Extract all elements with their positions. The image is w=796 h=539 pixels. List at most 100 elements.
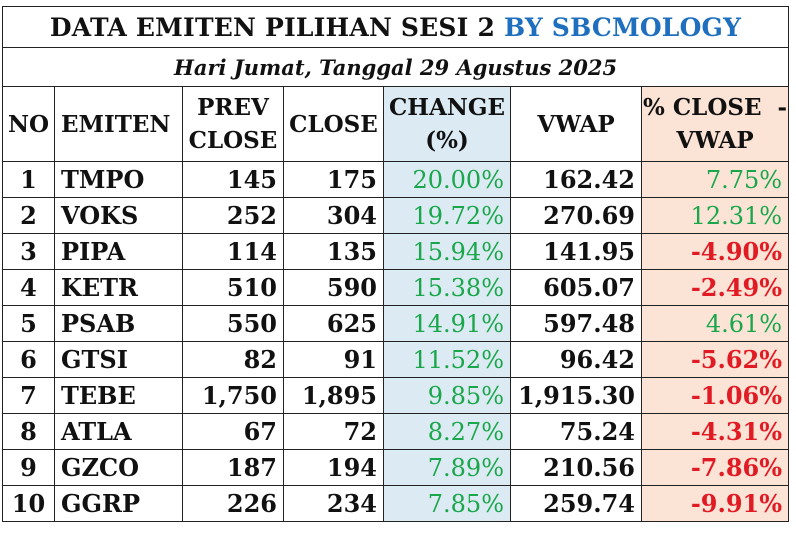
cell-vwap: 141.95	[510, 233, 642, 270]
cell-close-vwap: -1.06%	[640, 377, 790, 414]
cell-vwap: 1,915.30	[510, 377, 642, 414]
emiten-table-container: DATA EMITEN PILIHAN SESI 2 BY SBCMOLOGY …	[1, 6, 790, 522]
title-brand: BY SBCMOLOGY	[503, 12, 742, 42]
table-row: 7 TEBE 1,750 1,895 9.85% 1,915.30 -1.06%	[2, 377, 790, 414]
header-prev-close-line1: PREV	[197, 94, 269, 121]
cell-close: 194	[283, 449, 384, 486]
cell-change: 14.91%	[383, 305, 511, 342]
cell-vwap: 75.24	[510, 413, 642, 450]
cell-prev-close: 114	[182, 233, 284, 270]
cell-close-vwap: -2.49%	[640, 269, 790, 306]
table-subtitle: Hari Jumat, Tanggal 29 Agustus 2025	[1, 47, 790, 87]
cell-prev-close: 226	[182, 485, 284, 522]
cell-prev-close: 252	[182, 197, 284, 234]
cell-close-vwap: -9.91%	[640, 485, 790, 522]
cell-prev-close: 1,750	[182, 377, 284, 414]
cell-vwap: 597.48	[510, 305, 642, 342]
table-row: 4 KETR 510 590 15.38% 605.07 -2.49%	[2, 269, 790, 306]
cell-vwap: 96.42	[510, 341, 642, 378]
cell-close-vwap: -4.90%	[640, 233, 790, 270]
cell-close: 590	[283, 269, 384, 306]
cell-change: 20.00%	[383, 161, 511, 198]
header-close: CLOSE	[283, 86, 384, 162]
table-row: 5 PSAB 550 625 14.91% 597.48 4.61%	[2, 305, 790, 342]
cell-emiten: TEBE	[54, 377, 183, 414]
cell-no: 3	[2, 233, 55, 270]
cell-no: 8	[2, 413, 55, 450]
cell-no: 10	[2, 485, 55, 522]
cell-emiten: ATLA	[54, 413, 183, 450]
cell-close-vwap: -7.86%	[640, 449, 790, 486]
cell-emiten: GGRP	[54, 485, 183, 522]
cell-prev-close: 187	[182, 449, 284, 486]
cell-close: 234	[283, 485, 384, 522]
header-prev-close-line2: CLOSE	[188, 127, 278, 154]
table-row: 3 PIPA 114 135 15.94% 141.95 -4.90%	[2, 233, 790, 270]
cell-prev-close: 510	[182, 269, 284, 306]
header-change-line1: CHANGE	[388, 94, 506, 121]
cell-change: 7.89%	[383, 449, 511, 486]
cell-change: 19.72%	[383, 197, 511, 234]
cell-change: 9.85%	[383, 377, 511, 414]
header-vwap: VWAP	[510, 86, 642, 162]
header-no: NO	[2, 86, 55, 162]
cell-change: 11.52%	[383, 341, 511, 378]
cell-close-vwap: 7.75%	[640, 161, 790, 198]
cell-vwap: 162.42	[510, 161, 642, 198]
cell-no: 4	[2, 269, 55, 306]
cell-emiten: TMPO	[54, 161, 183, 198]
cell-no: 5	[2, 305, 55, 342]
cell-close: 175	[283, 161, 384, 198]
cell-vwap: 270.69	[510, 197, 642, 234]
cell-prev-close: 82	[182, 341, 284, 378]
cell-vwap: 605.07	[510, 269, 642, 306]
cell-close: 625	[283, 305, 384, 342]
table-row: 9 GZCO 187 194 7.89% 210.56 -7.86%	[2, 449, 790, 486]
header-close-vwap-line2: VWAP	[676, 127, 754, 154]
cell-close: 304	[283, 197, 384, 234]
cell-change: 15.94%	[383, 233, 511, 270]
cell-close: 72	[283, 413, 384, 450]
cell-close: 1,895	[283, 377, 384, 414]
column-header-row: NO EMITEN PREV CLOSE CLOSE CHANGE (%) VWAP…	[2, 86, 790, 162]
cell-prev-close: 145	[182, 161, 284, 198]
cell-prev-close: 67	[182, 413, 284, 450]
table-row: 2 VOKS 252 304 19.72% 270.69 12.31%	[2, 197, 790, 234]
cell-emiten: PSAB	[54, 305, 183, 342]
cell-close: 135	[283, 233, 384, 270]
cell-close-vwap: -4.31%	[640, 413, 790, 450]
cell-vwap: 259.74	[510, 485, 642, 522]
cell-close-vwap: 4.61%	[640, 305, 790, 342]
table-row: 1 TMPO 145 175 20.00% 162.42 7.75%	[2, 161, 790, 198]
cell-no: 7	[2, 377, 55, 414]
cell-change: 15.38%	[383, 269, 511, 306]
header-change: CHANGE (%)	[383, 86, 511, 162]
cell-close: 91	[283, 341, 384, 378]
cell-change: 7.85%	[383, 485, 511, 522]
table-body: 1 TMPO 145 175 20.00% 162.42 7.75% 2 VOK…	[2, 161, 790, 522]
title-text: DATA EMITEN PILIHAN SESI 2	[49, 12, 496, 42]
cell-change: 8.27%	[383, 413, 511, 450]
header-emiten: EMITEN	[54, 86, 183, 162]
header-change-line2: (%)	[425, 127, 469, 154]
cell-emiten: GZCO	[54, 449, 183, 486]
cell-prev-close: 550	[182, 305, 284, 342]
cell-emiten: GTSI	[54, 341, 183, 378]
cell-vwap: 210.56	[510, 449, 642, 486]
cell-no: 1	[2, 161, 55, 198]
header-close-vwap-line1: % CLOSE -	[642, 94, 788, 121]
emiten-table: DATA EMITEN PILIHAN SESI 2 BY SBCMOLOGY …	[1, 6, 790, 522]
table-row: 10 GGRP 226 234 7.85% 259.74 -9.91%	[2, 485, 790, 522]
header-close-vwap: % CLOSE - VWAP	[640, 86, 790, 162]
cell-emiten: PIPA	[54, 233, 183, 270]
cell-close-vwap: 12.31%	[640, 197, 790, 234]
table-title: DATA EMITEN PILIHAN SESI 2 BY SBCMOLOGY	[1, 6, 790, 48]
cell-emiten: KETR	[54, 269, 183, 306]
cell-no: 2	[2, 197, 55, 234]
table-row: 6 GTSI 82 91 11.52% 96.42 -5.62%	[2, 341, 790, 378]
cell-no: 9	[2, 449, 55, 486]
cell-close-vwap: -5.62%	[640, 341, 790, 378]
cell-no: 6	[2, 341, 55, 378]
header-prev-close: PREV CLOSE	[182, 86, 284, 162]
cell-emiten: VOKS	[54, 197, 183, 234]
